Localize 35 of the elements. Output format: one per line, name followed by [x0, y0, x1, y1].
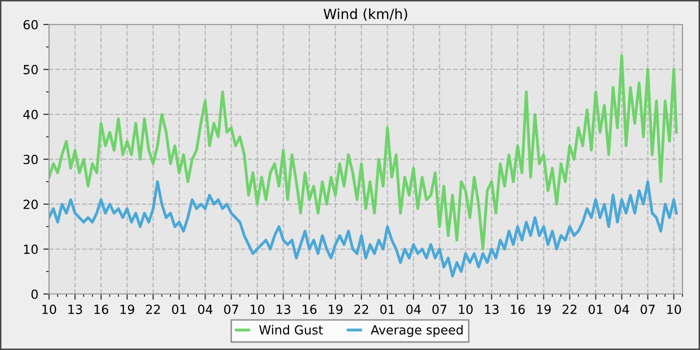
chart-title: Wind (km/h) [324, 8, 408, 21]
x-tick-label: 22 [562, 304, 576, 314]
x-tick-label: 01 [588, 304, 603, 314]
x-tick-label: 19 [328, 304, 342, 314]
y-tick-label: 10 [24, 244, 38, 254]
x-tick-label: 10 [42, 304, 56, 314]
x-tick-label: 13 [276, 304, 290, 314]
y-tick-label: 0 [31, 289, 38, 299]
x-tick-label: 13 [485, 304, 499, 314]
x-tick-label: 16 [94, 304, 108, 314]
x-tick-label: 07 [224, 304, 238, 314]
x-tick-label: 01 [380, 304, 394, 314]
y-tick-label: 50 [24, 64, 38, 74]
legend-label: Wind Gust [259, 324, 323, 335]
x-tick-label: 22 [354, 304, 368, 314]
x-tick-label: 01 [172, 304, 186, 314]
x-tick-label: 04 [406, 304, 421, 314]
x-tick-label: 22 [146, 304, 160, 314]
x-tick-label: 07 [640, 304, 655, 314]
x-tick-label: 04 [198, 304, 212, 314]
x-tick-label: 19 [537, 304, 551, 314]
x-tick-label: 04 [614, 304, 630, 314]
y-tick-label: 40 [23, 110, 38, 120]
y-tick-label: 30 [24, 154, 38, 164]
x-tick-label: 10 [667, 304, 681, 314]
x-tick-label: 16 [302, 304, 317, 314]
y-tick-label: 20 [24, 200, 38, 210]
x-tick-label: 19 [120, 304, 134, 314]
x-tick-label: 10 [250, 304, 264, 314]
legend-label: Average speed [370, 324, 463, 337]
x-tick-label: 16 [511, 304, 525, 314]
x-tick-label: 10 [458, 304, 473, 314]
x-tick-label: 07 [432, 304, 446, 314]
x-tick-label: 13 [68, 304, 82, 314]
y-tick-label: 60 [24, 20, 38, 30]
